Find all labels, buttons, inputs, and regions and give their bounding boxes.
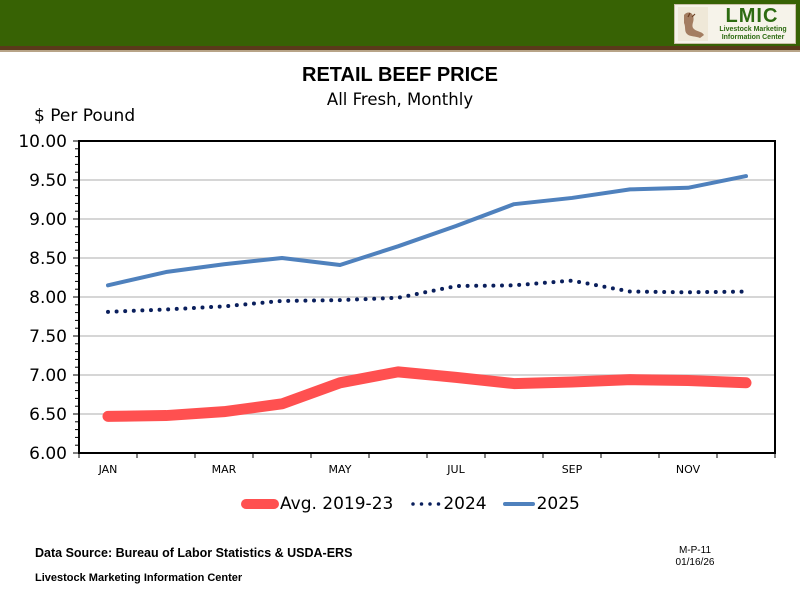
x-tick-label: SEP [562, 463, 583, 476]
y-tick-label: 9.00 [29, 210, 67, 230]
y-tick-label: 7.00 [29, 366, 67, 386]
series-line-2024 [106, 278, 748, 314]
logo-title: LMIC [725, 5, 779, 27]
x-tick-label: MAR [212, 463, 237, 476]
chart-id-date: M-P-11 01/16/26 [655, 545, 735, 569]
logo-subtitle-line1: Livestock Marketing [719, 26, 787, 33]
legend-label-avg: Avg. 2019-23 [280, 494, 394, 514]
legend-swatch-avg [241, 499, 279, 509]
legend-item-avg: Avg. 2019-23 [240, 494, 393, 514]
legend-label-2024: 2024 [443, 494, 487, 514]
y-axis-label: $ Per Pound [34, 106, 136, 126]
series-lines [102, 174, 752, 422]
y-tick-label: 9.50 [29, 171, 67, 191]
lmic-logo: LMIC Livestock Marketing Information Cen… [674, 4, 796, 44]
series-line-avg-2019-23 [102, 366, 752, 422]
y-tick-label: 7.50 [29, 327, 67, 347]
y-tick-label: 6.00 [29, 444, 67, 464]
x-tick-label: JAN [98, 463, 118, 476]
header-stripe-light [0, 50, 800, 52]
header-band [0, 0, 800, 46]
plot-frame [78, 140, 776, 454]
series-line-2025 [106, 174, 748, 288]
legend: Avg. 2019-23 2024 2025 [240, 492, 594, 516]
x-tick-labels: JAN MAR MAY JUL SEP NOV [98, 463, 701, 476]
data-source: Data Source: Bureau of Labor Statistics … [35, 546, 353, 560]
chart-date: 01/16/26 [675, 557, 715, 568]
legend-swatch-2025 [502, 502, 535, 506]
y-tick-label: 6.50 [29, 405, 67, 425]
organization-name: Livestock Marketing Information Center [35, 572, 243, 584]
x-tick-label: MAY [329, 463, 352, 476]
logo-subtitle: Livestock Marketing Information Center [712, 26, 794, 42]
chart-id: M-P-11 [678, 545, 712, 556]
legend-item-2025: 2025 [501, 494, 580, 514]
chart-subtitle: All Fresh, Monthly [326, 90, 474, 109]
y-tick-label: 10.00 [18, 132, 67, 152]
header-stripe [0, 46, 800, 50]
legend-item-2024: 2024 [407, 494, 487, 514]
x-tick-label: NOV [676, 463, 701, 476]
y-tick-labels: 6.00 6.50 7.00 7.50 8.00 8.50 9.00 9.50 10.00 [18, 132, 67, 464]
y-tick-label: 8.50 [29, 249, 67, 269]
cattle-logo-icon [678, 7, 708, 41]
y-tick-label: 8.00 [29, 288, 67, 308]
chart-title: RETAIL BEEF PRICE [302, 64, 498, 86]
x-tick-label: JUL [446, 463, 465, 476]
legend-swatch-2024 [411, 502, 442, 506]
logo-subtitle-line2: Information Center [721, 34, 785, 41]
legend-label-2025: 2025 [536, 494, 580, 514]
